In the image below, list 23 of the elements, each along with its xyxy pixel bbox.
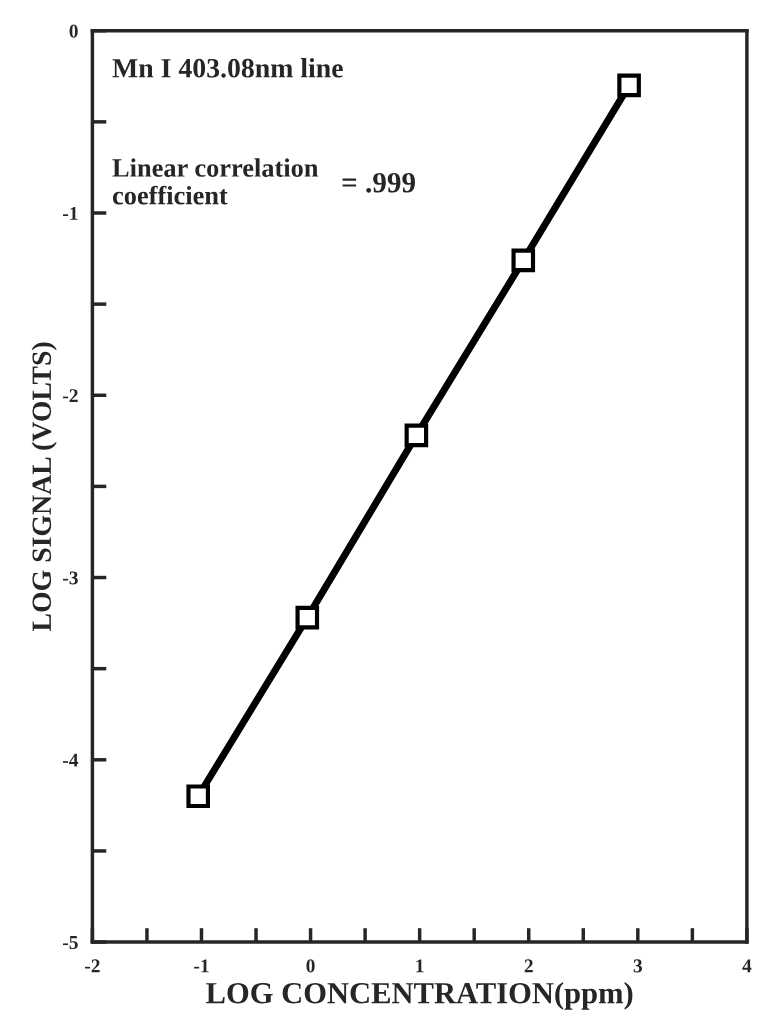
- point: [617, 73, 641, 98]
- x-tick-label: -1: [194, 959, 209, 973]
- point: [511, 248, 536, 273]
- point: [295, 605, 320, 630]
- y-tick-label: 0: [69, 24, 78, 38]
- x-axis-title: LOG CONCENTRATION(ppm): [206, 981, 633, 1010]
- x-tick-label: 1: [416, 959, 424, 973]
- y-tick-label: -1: [63, 206, 78, 220]
- annotation: Mn I 403.08nm line: [112, 58, 343, 78]
- x-tick-label: 0: [306, 959, 315, 973]
- x-tick-label: 2: [524, 959, 533, 973]
- point: [186, 784, 211, 809]
- y-axis-title: LOG SIGNAL (VOLTS): [31, 342, 57, 632]
- annotation: Linear correlation coefficient: [112, 158, 319, 205]
- y-tick-label: -4: [63, 753, 79, 767]
- y-tick-label: -3: [63, 571, 78, 585]
- x-tick-label: 3: [633, 959, 643, 973]
- x-tick-label: 4: [742, 959, 752, 973]
- y-tick-label: -2: [63, 389, 78, 403]
- x-tick-label: -2: [85, 959, 100, 973]
- point: [404, 423, 429, 448]
- y-tick-label: -5: [63, 936, 78, 950]
- annotation: = .999: [342, 172, 416, 193]
